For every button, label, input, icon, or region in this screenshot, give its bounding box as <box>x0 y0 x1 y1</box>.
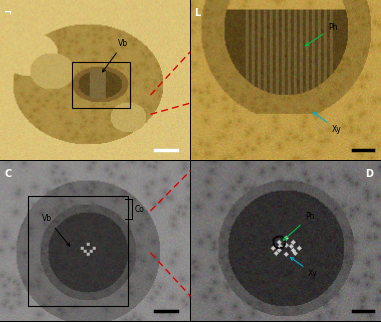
Text: Ph: Ph <box>283 212 315 240</box>
Bar <box>28 196 128 306</box>
Text: Vb: Vb <box>102 39 128 72</box>
Text: Co: Co <box>134 204 144 213</box>
Text: L: L <box>194 8 201 18</box>
Text: ¬: ¬ <box>4 8 12 18</box>
Text: Xy: Xy <box>314 112 342 134</box>
Text: C: C <box>4 169 11 179</box>
Text: Xy: Xy <box>290 257 318 278</box>
Text: Ph: Ph <box>306 23 338 46</box>
Text: D: D <box>365 169 373 179</box>
Text: Vb: Vb <box>42 214 70 246</box>
Bar <box>72 62 130 108</box>
